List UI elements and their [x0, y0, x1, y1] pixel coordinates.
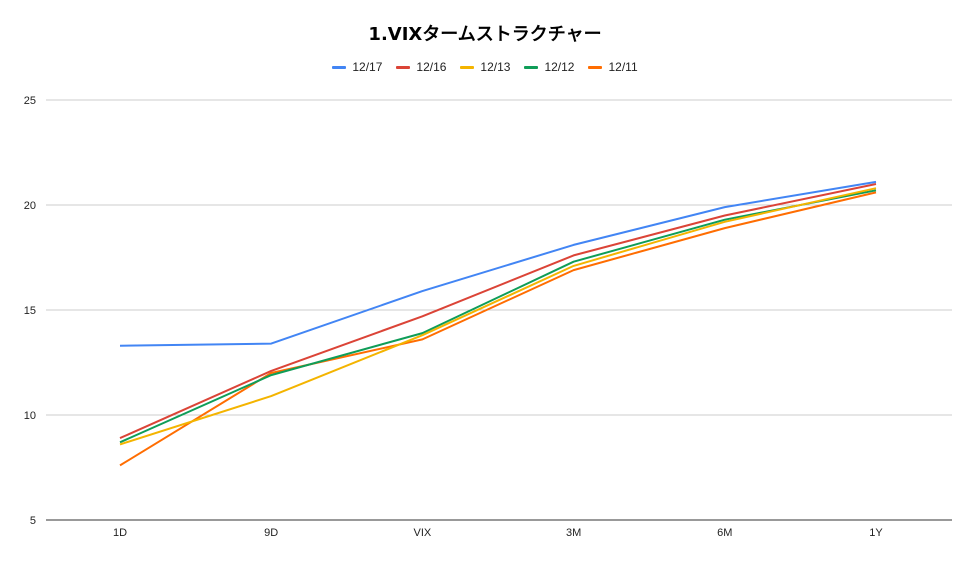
y-tick-label: 5 [30, 515, 36, 527]
x-tick-label: 1Y [869, 527, 883, 539]
series-line-12-16 [119, 183, 877, 440]
x-tick-label: VIX [414, 527, 432, 539]
legend-item[interactable]: 12/11 [588, 60, 638, 74]
legend-item[interactable]: 12/13 [460, 60, 510, 74]
x-tick-label: 9D [264, 527, 278, 539]
legend-label: 12/17 [352, 60, 383, 74]
y-tick-label: 20 [24, 200, 36, 212]
legend-swatch [460, 65, 475, 69]
y-tick-label: 15 [24, 305, 36, 317]
series-line-12-11 [119, 191, 877, 467]
x-tick-label: 6M [717, 527, 732, 539]
x-tick-label: 3M [566, 527, 581, 539]
series-line-12-12 [119, 189, 877, 444]
legend-label: 12/16 [416, 60, 447, 74]
legend: 12/17 12/16 12/13 12/12 12/11 [0, 60, 970, 74]
legend-item[interactable]: 12/12 [524, 60, 574, 74]
legend-swatch [524, 65, 539, 69]
legend-swatch [332, 65, 347, 69]
legend-item[interactable]: 12/16 [396, 60, 446, 74]
legend-label: 12/12 [544, 60, 575, 74]
legend-swatch [396, 65, 411, 69]
legend-label: 12/11 [608, 60, 638, 74]
y-tick-label: 10 [24, 410, 36, 422]
series-line-12-17 [119, 180, 877, 347]
legend-label: 12/13 [480, 60, 511, 74]
y-tick-label: 25 [24, 95, 36, 107]
series-line-12-13 [119, 187, 877, 446]
x-tick-label: 1D [113, 527, 127, 539]
chart-title: 1.VIXタームストラクチャー [368, 24, 602, 45]
legend-item[interactable]: 12/17 [332, 60, 382, 74]
legend-swatch [588, 65, 603, 69]
